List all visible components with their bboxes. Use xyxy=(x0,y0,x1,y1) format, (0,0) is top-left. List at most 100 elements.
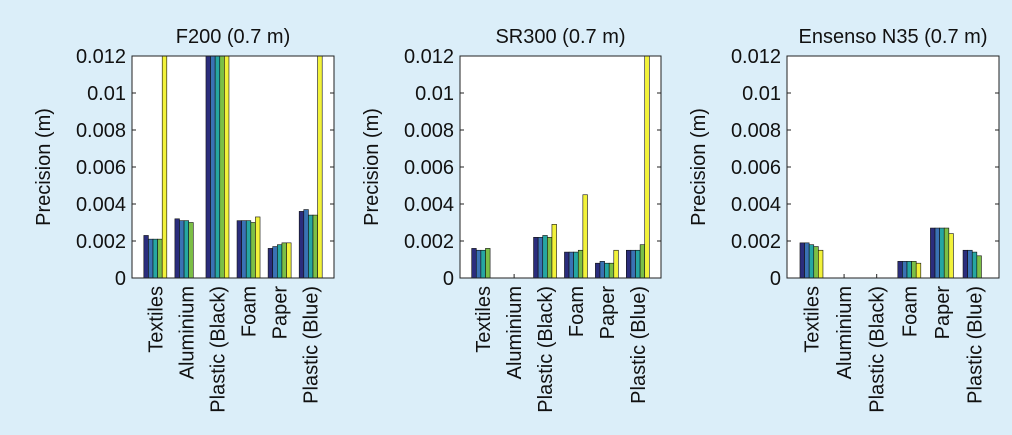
chart-panel-1: F200 (0.7 m) Precision (m) 0 0.002 0.004 0.00… xyxy=(33,26,335,413)
bar-plastic-black-series-5 xyxy=(551,224,557,279)
chart-panel-2: SR300 (0.7 m) Precision (m) 0 0.002 0.004 0.0… xyxy=(361,26,662,413)
bar-foam-series-2 xyxy=(241,220,247,279)
bar-textiles-series-1 xyxy=(471,248,477,279)
y-tick-label: 0.006 xyxy=(76,157,126,179)
bar-foam-series-4 xyxy=(911,261,917,279)
x-tick-label: Aluminium xyxy=(176,286,198,379)
y-tick-label: 0.012 xyxy=(731,46,781,68)
x-tick-label: Paper xyxy=(270,286,292,340)
bar-plastic-blue-series-1 xyxy=(298,211,305,279)
x-tick-label: Foam xyxy=(239,286,261,337)
y-tick-label: 0.01 xyxy=(742,83,781,105)
y-axis-label: Precision (m) xyxy=(688,108,710,226)
axes-frame xyxy=(786,55,1000,279)
chart-title: F200 (0.7 m) xyxy=(176,26,290,48)
bar-foam-series-2 xyxy=(568,251,574,279)
y-tick-label: 0 xyxy=(115,268,126,290)
bar-paper-series-1 xyxy=(930,227,936,279)
bar-textiles-series-3 xyxy=(480,249,486,279)
bar-paper-series-2 xyxy=(934,227,940,279)
bar-textiles-series-2 xyxy=(804,242,810,279)
bar-plastic-blue-series-5 xyxy=(644,55,650,279)
bar-plastic-blue-series-4 xyxy=(976,255,982,279)
x-tick-label: Plastic (Black) xyxy=(207,286,229,413)
x-tick-label: Aluminium xyxy=(834,286,856,379)
axes-frame xyxy=(131,55,335,279)
y-tick-label: 0.01 xyxy=(415,83,454,105)
y-tick-label: 0.008 xyxy=(731,120,781,142)
bar-plastic-black-series-3 xyxy=(542,235,548,279)
plot-area xyxy=(460,56,661,278)
x-tick-label: Plastic (Blue) xyxy=(628,286,650,404)
bar-foam-series-1 xyxy=(897,261,903,279)
bar-plastic-blue-series-1 xyxy=(962,249,968,279)
bar-plastic-black-series-1 xyxy=(533,237,539,279)
bar-foam-series-1 xyxy=(564,251,570,279)
bar-textiles-series-5 xyxy=(818,249,824,279)
bar-paper-series-5 xyxy=(286,242,292,279)
bar-plastic-black-series-2 xyxy=(210,55,216,279)
y-tick-label: 0.002 xyxy=(76,231,126,253)
y-tick-label: 0.004 xyxy=(731,194,781,216)
bar-textiles-series-1 xyxy=(799,242,805,279)
y-tick-label: 0 xyxy=(443,268,454,290)
bar-textiles-series-5 xyxy=(161,55,168,279)
bar-plastic-blue-series-2 xyxy=(630,249,636,279)
bar-plastic-black-series-4 xyxy=(219,55,225,279)
bar-textiles-series-4 xyxy=(485,248,491,279)
bar-foam-series-3 xyxy=(906,261,912,279)
bar-plastic-blue-series-1 xyxy=(626,249,632,279)
y-tick-label: 0.008 xyxy=(76,120,126,142)
y-tick-label: 0.012 xyxy=(76,46,126,68)
bar-foam-series-5 xyxy=(255,216,261,279)
bar-plastic-black-series-1 xyxy=(205,55,211,279)
axes-frame xyxy=(459,55,662,279)
bar-aluminium-series-4 xyxy=(188,222,194,279)
y-tick-label: 0.01 xyxy=(87,83,126,105)
bar-plastic-blue-series-4 xyxy=(312,214,318,279)
x-tick-label: Paper xyxy=(597,286,619,340)
x-tick-label: Plastic (Blue) xyxy=(301,286,323,404)
bar-plastic-black-series-3 xyxy=(214,55,221,279)
x-tick-label: Textiles xyxy=(473,286,495,353)
bar-paper-series-5 xyxy=(948,233,954,279)
bar-plastic-blue-series-2 xyxy=(967,249,973,279)
bar-textiles-series-3 xyxy=(808,244,815,279)
bar-paper-series-3 xyxy=(277,244,283,279)
bar-paper-series-2 xyxy=(272,246,278,279)
bar-foam-series-3 xyxy=(573,251,579,279)
bar-foam-series-1 xyxy=(236,220,242,279)
bar-plastic-blue-series-5 xyxy=(317,55,323,279)
y-axis-label: Precision (m) xyxy=(361,108,383,226)
y-tick-label: 0.002 xyxy=(404,231,454,253)
bar-paper-series-4 xyxy=(281,242,287,279)
y-tick-label: 0.008 xyxy=(404,120,454,142)
chart-title: SR300 (0.7 m) xyxy=(495,26,625,48)
bar-aluminium-series-3 xyxy=(183,220,189,279)
x-tick-label: Textiles xyxy=(145,286,167,353)
bar-foam-series-5 xyxy=(915,262,922,279)
bar-plastic-blue-series-3 xyxy=(635,249,641,279)
y-tick-label: 0 xyxy=(770,268,781,290)
bar-textiles-series-2 xyxy=(475,249,482,279)
y-tick-label: 0.006 xyxy=(731,157,781,179)
y-tick-label: 0.004 xyxy=(404,194,454,216)
x-tick-label: Plastic (Black) xyxy=(535,286,557,413)
bar-plastic-blue-series-2 xyxy=(303,209,309,279)
bar-plastic-black-series-2 xyxy=(537,237,544,279)
bar-textiles-series-4 xyxy=(813,246,819,279)
bar-paper-series-3 xyxy=(939,227,945,279)
bar-paper-series-4 xyxy=(943,227,950,279)
bar-foam-series-3 xyxy=(245,220,252,279)
y-tick-label: 0.004 xyxy=(76,194,126,216)
x-tick-label: Textiles xyxy=(801,286,823,353)
y-axis-label: Precision (m) xyxy=(33,108,55,226)
bar-paper-series-4 xyxy=(608,262,615,279)
x-tick-label: Foam xyxy=(566,286,588,337)
bar-paper-series-3 xyxy=(604,262,610,279)
chart-title: Ensenso N35 (0.7 m) xyxy=(799,26,988,48)
bar-textiles-series-4 xyxy=(157,238,163,279)
bar-aluminium-series-1 xyxy=(174,218,180,279)
bar-foam-series-2 xyxy=(902,261,908,279)
